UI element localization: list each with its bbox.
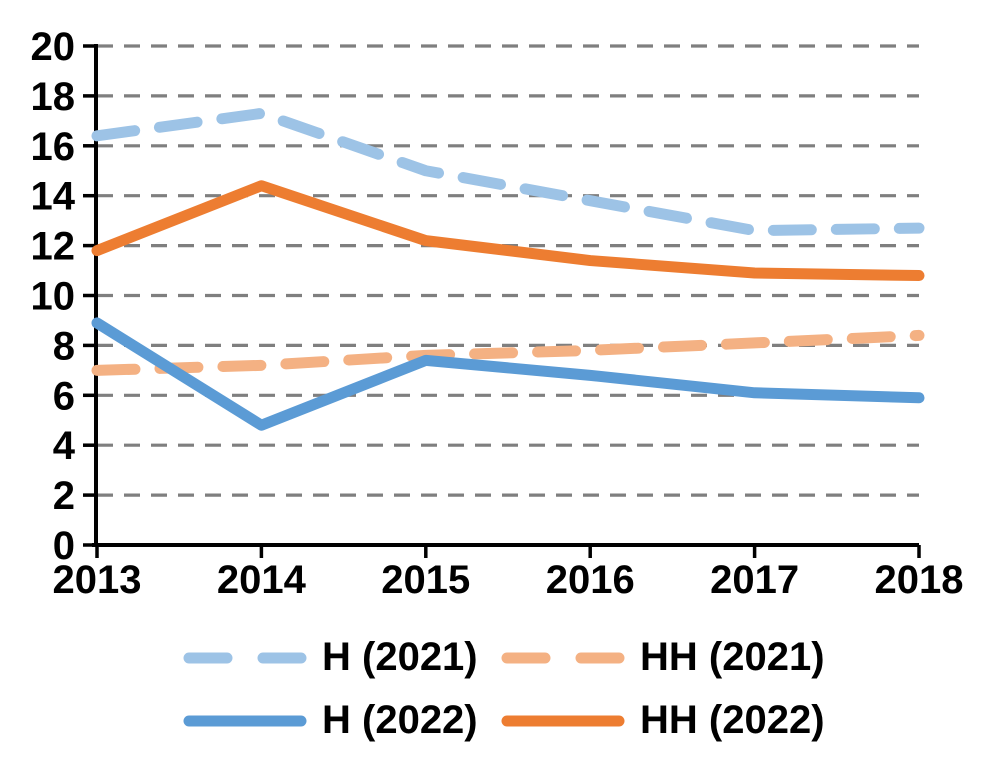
legend-swatch-h-2022-icon [183, 715, 307, 726]
series-line-hh-2021 [91, 329, 925, 376]
y-tick-label: 10 [31, 275, 76, 319]
legend-item-hh-2022: HH (2022) [500, 698, 825, 743]
x-tick-label: 2013 [53, 558, 142, 602]
y-tick-label: 18 [31, 75, 76, 119]
x-tick-label: 2018 [875, 558, 964, 602]
legend: H (2021) HH (2021) H (2022) HH (2022) [0, 635, 1000, 743]
y-tick-label: 8 [53, 324, 75, 368]
series-line-h-2021 [91, 107, 925, 237]
legend-label-hh-2021: HH (2021) [640, 635, 825, 679]
y-tick-label: 14 [31, 175, 76, 219]
legend-swatch-hh-2022-icon [501, 715, 625, 726]
y-tick-label: 0 [53, 524, 75, 568]
legend-label-hh-2022: HH (2022) [640, 698, 825, 742]
legend-swatch-hh-2021-icon [501, 652, 625, 663]
y-tick-label: 6 [53, 374, 75, 418]
legend-item-h-2022: H (2022) [182, 698, 500, 743]
legend-item-hh-2021: HH (2021) [500, 635, 825, 680]
y-tick-label: 2 [53, 474, 75, 518]
y-tick-label: 12 [31, 225, 76, 269]
x-tick-label: 2014 [217, 558, 307, 602]
y-tick-label: 20 [31, 25, 76, 69]
y-tick-label: 4 [53, 424, 76, 468]
x-tick-label: 2015 [381, 558, 470, 602]
legend-swatch-h-2021-icon [183, 652, 307, 663]
plot-area: 0 2 4 6 8 10 12 14 16 18 20 2013 2014 2015 2016 2017 201… [31, 25, 964, 602]
y-tick-label: 16 [31, 125, 76, 169]
series-line-h-2022 [91, 317, 925, 431]
x-tick-label: 2016 [546, 558, 635, 602]
legend-item-h-2021: H (2021) [182, 635, 500, 680]
series-line-hh-2022 [91, 180, 925, 282]
legend-label-h-2021: H (2021) [322, 635, 478, 679]
x-tick-label: 2017 [710, 558, 799, 602]
legend-label-h-2022: H (2022) [322, 698, 478, 742]
